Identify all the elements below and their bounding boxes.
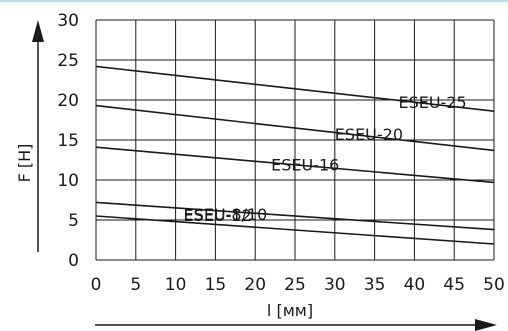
x-tick-label: 40 (404, 275, 426, 295)
y-axis-arrow (32, 20, 44, 252)
series-line-eseu-25 (95, 65, 495, 112)
x-tick-label: 5 (130, 275, 141, 295)
x-tick-label: 25 (284, 275, 306, 295)
y-tick-label: 15 (57, 131, 79, 151)
series-lines (95, 65, 495, 245)
y-tick-label: 10 (57, 171, 79, 191)
series-line-eseu-20 (95, 104, 495, 152)
series-label: ESEU-12 (184, 206, 252, 225)
series-label: ESEU-8/10 (184, 205, 268, 224)
x-tick-label: 0 (91, 275, 102, 295)
x-tick-labels: 0 5 10 15 20 25 30 35 40 45 50 (91, 275, 505, 295)
series-line-eseu-12 (95, 201, 495, 231)
y-axis-title: F [Н] (15, 144, 34, 183)
x-tick-label: 30 (324, 275, 346, 295)
x-axis-title: l [мм] (267, 301, 313, 320)
x-tick-label: 10 (165, 275, 187, 295)
series-label: ESEU-25 (398, 93, 466, 112)
series-line-eseu-8-10 (95, 215, 495, 245)
y-tick-label: 5 (68, 211, 79, 231)
grid (95, 19, 495, 261)
x-tick-label: 20 (244, 275, 266, 295)
x-tick-label: 50 (483, 275, 505, 295)
series-label: ESEU-20 (335, 125, 403, 144)
y-tick-label: 20 (57, 91, 79, 111)
series-label: ESEU-16 (271, 155, 339, 174)
x-tick-label: 35 (364, 275, 386, 295)
y-tick-labels: 0 5 10 15 20 25 30 (57, 11, 79, 271)
x-tick-label: 45 (443, 275, 465, 295)
y-tick-label: 30 (57, 11, 79, 31)
x-tick-label: 15 (205, 275, 227, 295)
series-line-eseu-16 (95, 146, 495, 184)
y-tick-label: 0 (68, 251, 79, 271)
x-axis-arrow (95, 319, 497, 331)
y-tick-label: 25 (57, 51, 79, 71)
